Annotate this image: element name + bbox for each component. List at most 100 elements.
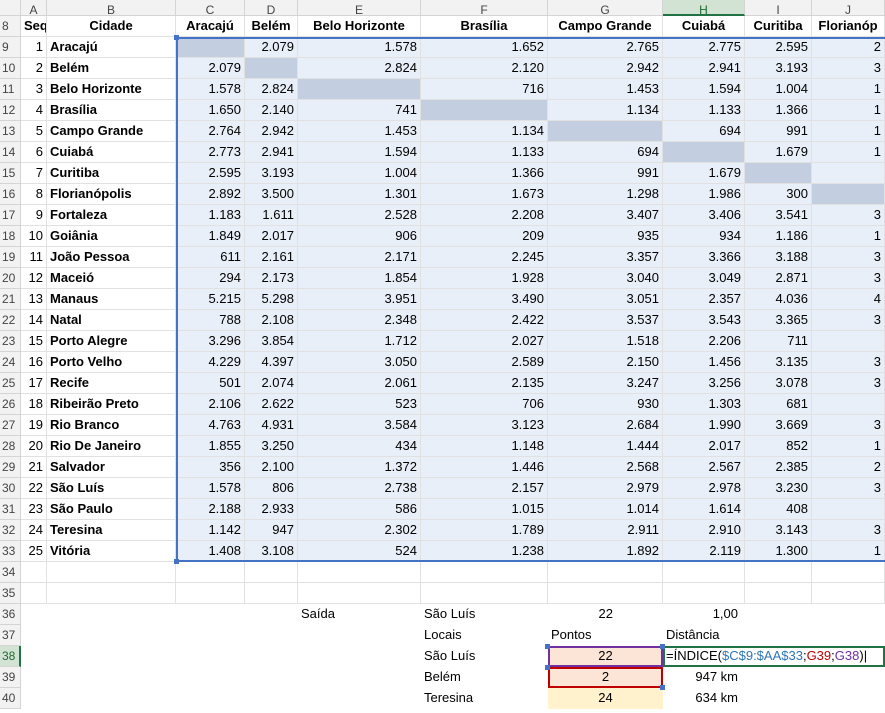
- distance-cell[interactable]: 2.079: [176, 58, 245, 79]
- empty-cell[interactable]: [47, 562, 176, 583]
- distance-cell[interactable]: 2.171: [298, 247, 421, 268]
- distance-cell[interactable]: 1.854: [298, 268, 421, 289]
- distance-cell[interactable]: 2.871: [745, 268, 812, 289]
- distance-cell[interactable]: 694: [548, 142, 663, 163]
- distance-cell[interactable]: 1.134: [548, 100, 663, 121]
- distance-cell[interactable]: 1.148: [421, 436, 548, 457]
- distance-cell[interactable]: 1.446: [421, 457, 548, 478]
- city-cell[interactable]: João Pessoa: [47, 247, 176, 268]
- header-cidade[interactable]: Cidade: [47, 16, 176, 37]
- distance-cell[interactable]: 3.490: [421, 289, 548, 310]
- empty-cell[interactable]: [812, 583, 885, 604]
- distance-cell[interactable]: 2.773: [176, 142, 245, 163]
- distance-cell[interactable]: 3.188: [745, 247, 812, 268]
- distance-cell[interactable]: 3.250: [245, 436, 298, 457]
- distance-cell[interactable]: 2.979: [548, 478, 663, 499]
- city-cell[interactable]: Cuiabá: [47, 142, 176, 163]
- row-header[interactable]: 27: [0, 415, 21, 436]
- seq-cell[interactable]: 25: [21, 541, 47, 562]
- city-cell[interactable]: Brasília: [47, 100, 176, 121]
- distance-cell[interactable]: 3.050: [298, 352, 421, 373]
- distance-cell[interactable]: 3: [812, 58, 885, 79]
- distance-cell[interactable]: 806: [245, 478, 298, 499]
- column-header-b[interactable]: B: [47, 0, 176, 16]
- distance-cell[interactable]: 1.015: [421, 499, 548, 520]
- distance-cell[interactable]: 1.594: [298, 142, 421, 163]
- distance-cell[interactable]: 2.942: [245, 121, 298, 142]
- distance-cell[interactable]: 3.256: [663, 373, 745, 394]
- seq-cell[interactable]: 24: [21, 520, 47, 541]
- distance-cell[interactable]: 1.366: [745, 100, 812, 121]
- seq-cell[interactable]: 4: [21, 100, 47, 121]
- distance-cell[interactable]: 1: [812, 226, 885, 247]
- column-header-e[interactable]: E: [298, 0, 421, 16]
- distance-cell[interactable]: 1.300: [745, 541, 812, 562]
- distance-cell[interactable]: 3: [812, 310, 885, 331]
- city-cell[interactable]: São Luís: [47, 478, 176, 499]
- column-header-d[interactable]: D: [245, 0, 298, 16]
- distance-cell[interactable]: 1.301: [298, 184, 421, 205]
- distance-cell[interactable]: 2.206: [663, 331, 745, 352]
- distance-cell[interactable]: 3: [812, 268, 885, 289]
- distance-cell[interactable]: 408: [745, 499, 812, 520]
- distance-cell[interactable]: 3.143: [745, 520, 812, 541]
- distance-cell[interactable]: 2: [812, 37, 885, 58]
- distance-cell[interactable]: 2.911: [548, 520, 663, 541]
- distance-cell[interactable]: 2.140: [245, 100, 298, 121]
- distance-cell[interactable]: 2.135: [421, 373, 548, 394]
- seq-cell[interactable]: 9: [21, 205, 47, 226]
- distance-cell[interactable]: 788: [176, 310, 245, 331]
- distance-cell[interactable]: 1.928: [421, 268, 548, 289]
- distance-cell[interactable]: 2.568: [548, 457, 663, 478]
- row-header[interactable]: 14: [0, 142, 21, 163]
- distance-cell[interactable]: 434: [298, 436, 421, 457]
- diagonal-cell[interactable]: [176, 37, 245, 58]
- row-header[interactable]: 10: [0, 58, 21, 79]
- distance-cell[interactable]: 1.183: [176, 205, 245, 226]
- route-city[interactable]: Belém: [424, 669, 461, 684]
- header-city[interactable]: Belém: [245, 16, 298, 37]
- empty-cell[interactable]: [663, 583, 745, 604]
- empty-cell[interactable]: [298, 562, 421, 583]
- route-point[interactable]: 24: [548, 688, 663, 709]
- distance-cell[interactable]: 2.173: [245, 268, 298, 289]
- row-header[interactable]: 35: [0, 583, 21, 604]
- distance-cell[interactable]: 3.357: [548, 247, 663, 268]
- empty-cell[interactable]: [176, 583, 245, 604]
- city-cell[interactable]: Goiânia: [47, 226, 176, 247]
- distance-cell[interactable]: 5.298: [245, 289, 298, 310]
- distance-cell[interactable]: 2.188: [176, 499, 245, 520]
- distance-cell[interactable]: 3: [812, 352, 885, 373]
- distance-cell[interactable]: 2.824: [245, 79, 298, 100]
- distance-cell[interactable]: 3.365: [745, 310, 812, 331]
- distance-cell[interactable]: 524: [298, 541, 421, 562]
- distance-cell[interactable]: 1.679: [663, 163, 745, 184]
- range-handle[interactable]: [660, 644, 665, 649]
- seq-cell[interactable]: 3: [21, 79, 47, 100]
- row-header[interactable]: 24: [0, 352, 21, 373]
- distance-cell[interactable]: 2.017: [663, 436, 745, 457]
- row-header[interactable]: 30: [0, 478, 21, 499]
- distance-cell[interactable]: 2.357: [663, 289, 745, 310]
- distance-cell[interactable]: 2.764: [176, 121, 245, 142]
- distance-cell[interactable]: 3: [812, 520, 885, 541]
- distance-cell[interactable]: 3.854: [245, 331, 298, 352]
- distance-cell[interactable]: 681: [745, 394, 812, 415]
- column-header-i[interactable]: I: [745, 0, 812, 16]
- city-cell[interactable]: Porto Velho: [47, 352, 176, 373]
- distance-cell[interactable]: 1.986: [663, 184, 745, 205]
- distance-cell[interactable]: 3: [812, 373, 885, 394]
- distance-cell[interactable]: 523: [298, 394, 421, 415]
- distance-cell[interactable]: 3: [812, 205, 885, 226]
- seq-cell[interactable]: 19: [21, 415, 47, 436]
- row-header[interactable]: 16: [0, 184, 21, 205]
- distance-cell[interactable]: 3.407: [548, 205, 663, 226]
- range-handle[interactable]: [545, 644, 550, 649]
- distance-cell[interactable]: 1.238: [421, 541, 548, 562]
- city-cell[interactable]: Fortaleza: [47, 205, 176, 226]
- header-city[interactable]: Aracajú: [176, 16, 245, 37]
- distance-cell[interactable]: 1.186: [745, 226, 812, 247]
- empty-cell[interactable]: [421, 583, 548, 604]
- diagonal-cell[interactable]: [245, 58, 298, 79]
- empty-cell[interactable]: [298, 583, 421, 604]
